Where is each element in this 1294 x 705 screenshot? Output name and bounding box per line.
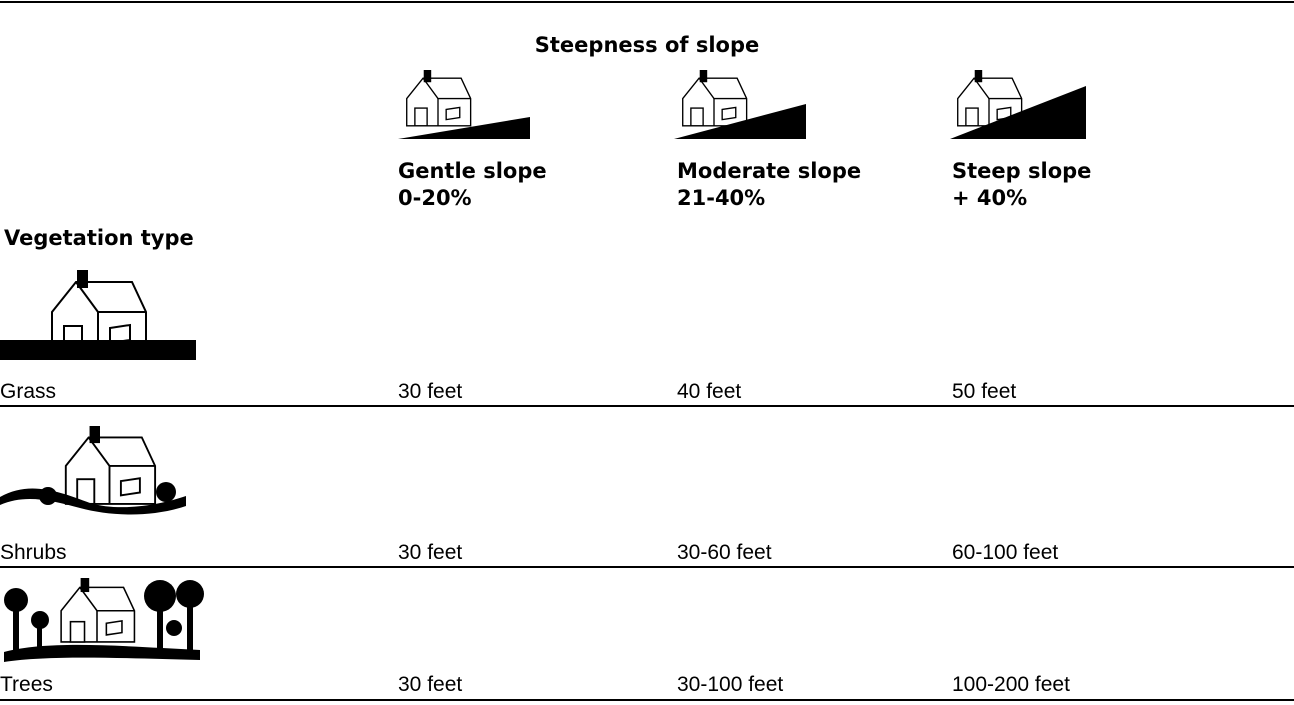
cell: 30 feet <box>398 380 462 403</box>
cell: 50 feet <box>952 380 1016 403</box>
cell: 30-60 feet <box>677 541 772 564</box>
slope-icon <box>674 70 806 139</box>
row-label: Shrubs <box>0 541 67 564</box>
slope-icon <box>950 70 1086 139</box>
row-header: Vegetation type <box>4 226 194 250</box>
column-name: Moderate slope <box>677 159 861 183</box>
trees-icon <box>4 578 204 662</box>
cell: 40 feet <box>677 380 741 403</box>
row-label: Grass <box>0 380 56 403</box>
cell: 30 feet <box>398 673 462 696</box>
table-title: Steepness of slope <box>535 33 759 57</box>
cell: 100-200 feet <box>952 673 1070 696</box>
grass-icon <box>0 270 196 360</box>
cell: 60-100 feet <box>952 541 1058 564</box>
slope-icon <box>398 70 530 139</box>
column-name: Gentle slope <box>398 159 547 183</box>
column-range: 0-20% <box>398 186 472 210</box>
cell: 30-100 feet <box>677 673 783 696</box>
shrubs-icon <box>0 426 186 515</box>
cell: 30 feet <box>398 541 462 564</box>
column-name: Steep slope <box>952 159 1091 183</box>
column-range: 21-40% <box>677 186 765 210</box>
column-range: + 40% <box>952 186 1027 210</box>
page: Steepness of slope Gentle slope 0-20% Mo… <box>0 0 1294 705</box>
row-label: Trees <box>0 673 53 696</box>
